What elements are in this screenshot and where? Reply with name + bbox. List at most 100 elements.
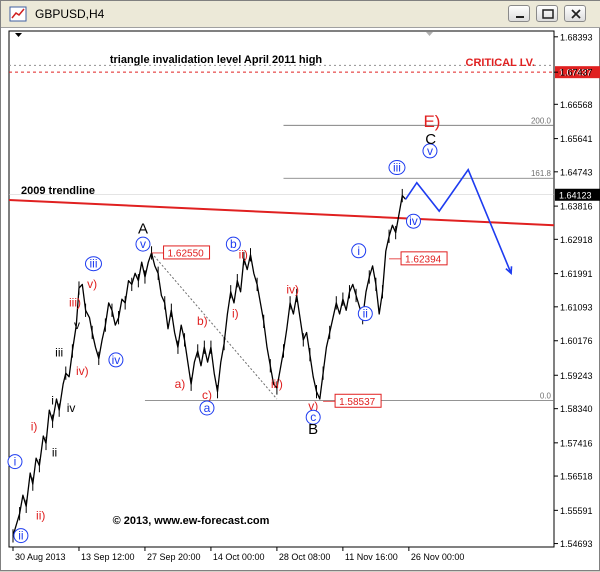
y-tick-label: 1.58340 [560, 404, 593, 414]
y-tick-label: 1.55591 [560, 506, 593, 516]
level-price-label: 1.58537 [339, 397, 376, 408]
wave-label: iii [393, 161, 401, 175]
y-tick-label: 1.63816 [560, 202, 593, 212]
wave-label: iv [67, 401, 76, 415]
chart-header-annotation: triangle invalidation level April 2011 h… [110, 54, 323, 66]
app-chart-icon [9, 6, 27, 27]
wave-label: v [140, 237, 146, 251]
y-tick-label: 1.57416 [560, 438, 593, 448]
window-title: GBPUSD,H4 [35, 7, 105, 21]
wave-label: a) [175, 377, 186, 391]
scroll-marker-icon[interactable] [15, 33, 22, 37]
wave-label: i [51, 394, 54, 408]
wave-label: iv [409, 214, 418, 228]
critical-level-label: CRITICAL LV. [466, 57, 535, 69]
price-chart[interactable]: 1.67437 200.0 161.8 0.0 1.64123 1.62550 1.623… [1, 27, 600, 572]
last-price-tag [555, 188, 600, 201]
critical-level-price: 1.67437 [559, 68, 592, 78]
wave-label-circle [108, 352, 124, 368]
wave-label: ii [363, 307, 368, 321]
minimize-button[interactable] [508, 5, 530, 22]
level-box [163, 245, 211, 260]
wave-label: v [427, 144, 433, 158]
y-tick-label: 1.65641 [560, 134, 593, 144]
copyright-text: © 2013, www.ew-forecast.com [113, 515, 270, 527]
wave-label-circle [405, 213, 421, 229]
last-price-label: 1.64123 [559, 190, 592, 200]
wave-label-circle [135, 236, 151, 252]
wave-label: ii [52, 445, 57, 459]
wave-label: ii) [36, 508, 45, 522]
wave-label: c) [202, 388, 212, 402]
wave-label: ii) [239, 247, 248, 261]
wave-label-circle [357, 306, 373, 322]
minimize-icon [516, 16, 524, 18]
wave-label: iv) [76, 364, 89, 378]
x-tick-label: 27 Sep 20:00 [147, 552, 201, 562]
y-tick-label: 1.60176 [560, 336, 593, 346]
wave-label: i) [31, 419, 38, 433]
wave-label: iii) [69, 296, 81, 310]
y-tick-label: 1.56518 [560, 472, 593, 482]
trendline-2009 [8, 199, 555, 227]
wave-label: v [74, 318, 80, 332]
wave-label: b) [197, 314, 208, 328]
wave-label: i) [232, 307, 239, 321]
y-tick-label: 1.64743 [560, 167, 593, 177]
wave-label-circle [199, 400, 215, 416]
x-tick-label: 13 Sep 12:00 [81, 552, 135, 562]
wave-label-circle [305, 409, 321, 425]
wave-label: iv) [286, 283, 299, 297]
wave-label-circle [388, 160, 406, 176]
y-tick-label: 1.62918 [560, 235, 593, 245]
wave-label: iv [112, 353, 121, 367]
wave-label: i [357, 244, 360, 258]
wave-label: b [230, 237, 237, 251]
wave-label: iii) [271, 377, 283, 391]
window-titlebar[interactable]: GBPUSD,H4 [1, 1, 600, 28]
wave-label: A [138, 221, 148, 238]
wave-label-circle [7, 454, 23, 470]
wave-label-circle [422, 143, 438, 159]
wave-label-circle [13, 528, 29, 544]
level-box [400, 251, 448, 266]
projection-path [404, 168, 512, 274]
critical-level-tag [555, 66, 600, 79]
x-tick-label: 14 Oct 00:00 [213, 552, 265, 562]
trendline-label: 2009 trendline [21, 185, 95, 197]
wave-label-circle [225, 236, 241, 252]
x-tick-label: 11 Nov 16:00 [345, 552, 398, 562]
wave-label: i [14, 455, 17, 469]
wave-label: v) [308, 399, 318, 413]
shift-marker-icon[interactable] [426, 32, 433, 36]
level-price-label: 1.62550 [168, 248, 205, 259]
close-button[interactable] [564, 5, 586, 22]
wave-label: a [204, 401, 211, 415]
fib-level-label: 200.0 [531, 116, 552, 125]
wave-label: ii [18, 529, 23, 543]
projection-arrowhead [505, 266, 513, 275]
y-tick-label: 1.59243 [560, 371, 593, 381]
wave-label-circle [351, 243, 367, 259]
y-tick-label: 1.67437 [560, 68, 593, 78]
wave-label: iii [89, 257, 97, 271]
wave-label: B [308, 421, 318, 438]
wave-label: v) [87, 277, 97, 291]
y-tick-label: 1.66568 [560, 100, 593, 110]
x-tick-label: 26 Nov 00:00 [411, 552, 465, 562]
fib-level-label: 0.0 [540, 392, 552, 401]
wave-label-circle [84, 256, 102, 272]
y-tick-label: 1.61991 [560, 269, 593, 279]
close-icon [571, 9, 581, 19]
level-box [334, 393, 382, 408]
wave-label: iii [55, 346, 63, 360]
y-tick-label: 1.61093 [560, 302, 593, 312]
wave-label: C [425, 131, 436, 148]
restore-button[interactable] [536, 5, 558, 22]
wave-label: c [310, 410, 316, 424]
x-tick-label: 28 Oct 08:00 [279, 552, 331, 562]
x-tick-label: 30 Aug 2013 [15, 552, 66, 562]
y-tick-label: 1.68393 [560, 32, 593, 42]
wave-label: E) [423, 112, 440, 131]
